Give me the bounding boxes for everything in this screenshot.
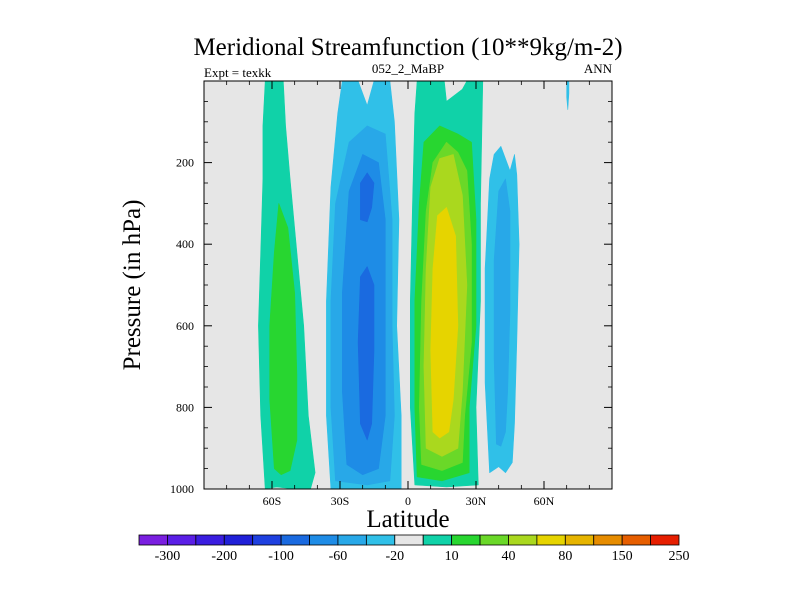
y-tick-label: 800 <box>176 400 194 414</box>
x-tick-label: 30S <box>331 494 350 508</box>
colorbar-label: 250 <box>669 549 690 564</box>
colorbar-swatch <box>280 534 310 546</box>
colorbar-swatch <box>167 534 197 546</box>
y-axis-label: Pressure (in hPa) <box>119 200 146 371</box>
colorbar-swatch <box>252 534 282 546</box>
y-tick-label: 400 <box>176 237 194 251</box>
x-axis: 60S 30S 0 30N 60N <box>263 81 555 508</box>
x-axis-label: Latitude <box>366 506 449 533</box>
chart-title: Meridional Streamfunction (10**9kg/m-2) <box>193 34 622 61</box>
colorbar-swatch <box>138 534 168 546</box>
colorbar-label: -20 <box>385 549 404 564</box>
x-tick-label: 60S <box>263 494 282 508</box>
colorbar-swatch <box>650 534 680 546</box>
colorbar-swatch <box>422 534 453 546</box>
colorbar-label: -60 <box>329 549 348 564</box>
colorbar-swatch <box>508 534 538 546</box>
colorbar: -300 -200 -100 -60 -20 10 40 80 150 250 <box>138 534 690 564</box>
run-label: 052_2_MaBP <box>372 61 444 76</box>
colorbar-label: -300 <box>155 549 181 564</box>
x-tick-label: 60N <box>534 494 555 508</box>
season-label: ANN <box>584 61 613 76</box>
colorbar-swatch <box>536 534 566 546</box>
minor-ticks <box>204 81 612 489</box>
contour-sh-hadley-core-upper <box>360 172 375 223</box>
colorbar-label: 150 <box>612 549 633 564</box>
colorbar-swatch <box>223 534 254 546</box>
contour-nh-ferrel-core <box>493 178 511 447</box>
colorbar-label: 80 <box>558 549 572 564</box>
colorbar-swatch <box>593 534 623 546</box>
x-tick-label: 30N <box>466 494 487 508</box>
y-tick-label: 1000 <box>170 482 194 496</box>
colorbar-label: -200 <box>211 549 237 564</box>
x-tick-label: 0 <box>405 494 411 508</box>
contour-fills <box>258 80 570 490</box>
colorbar-swatch <box>621 534 651 546</box>
colorbar-swatch <box>195 534 225 546</box>
y-tick-label: 200 <box>176 156 194 170</box>
colorbar-swatch <box>394 534 424 546</box>
plot-area <box>203 80 613 490</box>
colorbar-label: 10 <box>445 549 459 564</box>
colorbar-swatch <box>479 534 509 546</box>
colorbar-swatch <box>564 534 595 546</box>
y-tick-label: 600 <box>176 319 194 333</box>
colorbar-swatch <box>309 534 339 546</box>
colorbar-label: 40 <box>501 549 515 564</box>
contour-sh-outer-cell-core <box>269 203 298 476</box>
contour-sh-hadley-core-lower <box>357 266 375 441</box>
colorbar-swatch <box>451 534 481 546</box>
experiment-label: Expt = texkk <box>204 65 272 80</box>
y-axis: 200 400 600 800 1000 <box>170 156 612 496</box>
colorbar-label: -100 <box>268 549 294 564</box>
colorbar-swatch <box>337 534 367 546</box>
colorbar-swatch <box>365 534 396 546</box>
contour-nh-hadley-peak <box>430 207 459 439</box>
